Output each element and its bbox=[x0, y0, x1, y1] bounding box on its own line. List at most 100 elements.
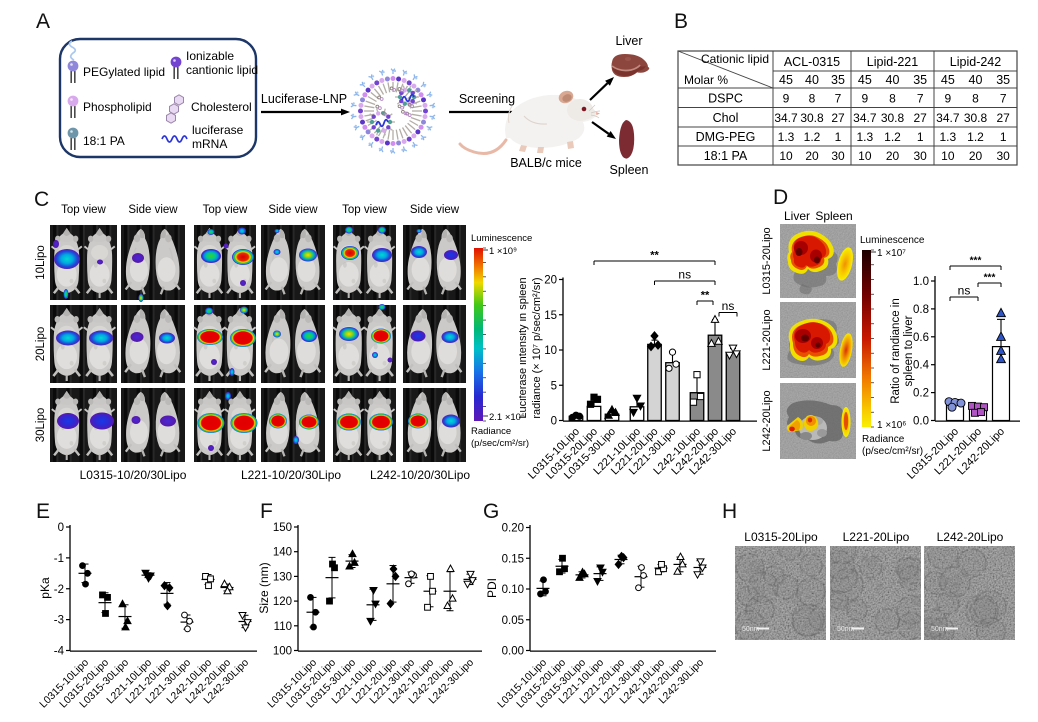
svg-text:35: 35 bbox=[831, 73, 845, 87]
svg-text:10: 10 bbox=[858, 149, 872, 163]
svg-text:L242-20Lipo: L242-20Lipo bbox=[937, 530, 1004, 544]
svg-text:***: *** bbox=[970, 256, 982, 267]
svg-text:ACL-0315: ACL-0315 bbox=[784, 55, 840, 69]
svg-text:Top view: Top view bbox=[61, 204, 106, 216]
svg-text:34.7: 34.7 bbox=[853, 111, 877, 125]
svg-text:27: 27 bbox=[831, 111, 845, 125]
svg-text:DMG-PEG: DMG-PEG bbox=[696, 130, 756, 144]
svg-text:0.15: 0.15 bbox=[502, 553, 524, 565]
svg-text:8: 8 bbox=[972, 91, 979, 105]
svg-text:(p/sec/cm²/sr): (p/sec/cm²/sr) bbox=[862, 446, 923, 457]
svg-text:luciferase: luciferase bbox=[192, 123, 244, 137]
svg-text:45: 45 bbox=[941, 73, 955, 87]
svg-text:**: ** bbox=[650, 250, 659, 262]
svg-text:Luciferase intensity in spleen: Luciferase intensity in spleen bbox=[519, 277, 529, 418]
svg-text:cantionic lipid: cantionic lipid bbox=[186, 63, 258, 77]
svg-text:8: 8 bbox=[889, 91, 896, 105]
svg-text:PDI: PDI bbox=[485, 578, 499, 598]
svg-text:30.8: 30.8 bbox=[800, 111, 824, 125]
svg-text:radiance (× 10⁷ p/sec/cm²/sr): radiance (× 10⁷ p/sec/cm²/sr) bbox=[531, 277, 543, 418]
svg-text:Molar %: Molar % bbox=[684, 73, 728, 87]
svg-text:L242-20Lipo: L242-20Lipo bbox=[761, 390, 773, 451]
svg-text:150: 150 bbox=[273, 522, 292, 534]
svg-text:40: 40 bbox=[969, 73, 983, 87]
svg-text:-3: -3 bbox=[54, 615, 64, 627]
svg-text:0.2: 0.2 bbox=[913, 388, 929, 400]
svg-text:-4: -4 bbox=[54, 646, 65, 658]
svg-text:L0315-10/20/30Lipo: L0315-10/20/30Lipo bbox=[80, 468, 187, 482]
svg-text:0.0: 0.0 bbox=[913, 416, 929, 428]
svg-text:20: 20 bbox=[544, 275, 557, 287]
svg-text:0.10: 0.10 bbox=[502, 584, 524, 596]
svg-text:PEGylated lipid: PEGylated lipid bbox=[83, 65, 165, 79]
svg-text:20Lipo: 20Lipo bbox=[35, 327, 47, 362]
svg-text:50nm: 50nm bbox=[931, 626, 949, 633]
svg-text:-2: -2 bbox=[54, 584, 64, 596]
svg-text:130: 130 bbox=[273, 571, 292, 583]
svg-text:Ratio of randiance in: Ratio of randiance in bbox=[890, 298, 902, 403]
svg-text:1 ×10⁶: 1 ×10⁶ bbox=[877, 420, 906, 431]
svg-text:50nm: 50nm bbox=[742, 626, 760, 633]
svg-text:10Lipo: 10Lipo bbox=[35, 245, 47, 280]
svg-text:Chol: Chol bbox=[713, 111, 739, 125]
svg-text:9: 9 bbox=[783, 91, 790, 105]
svg-text:10: 10 bbox=[779, 149, 793, 163]
svg-text:1.0: 1.0 bbox=[913, 276, 929, 288]
svg-text:mRNA: mRNA bbox=[192, 137, 227, 151]
svg-text:18:1 PA: 18:1 PA bbox=[83, 134, 125, 148]
svg-text:L221-20Lipo: L221-20Lipo bbox=[843, 530, 910, 544]
svg-text:spleen to liver: spleen to liver bbox=[903, 315, 915, 386]
svg-text:Luminescence: Luminescence bbox=[471, 233, 532, 244]
svg-text:40: 40 bbox=[886, 73, 900, 87]
svg-text:1.2: 1.2 bbox=[884, 130, 901, 144]
svg-text:30.8: 30.8 bbox=[881, 111, 905, 125]
svg-text:20: 20 bbox=[805, 149, 819, 163]
svg-text:50nm: 50nm bbox=[837, 626, 855, 633]
svg-text:9: 9 bbox=[944, 91, 951, 105]
svg-text:Lipid-242: Lipid-242 bbox=[950, 55, 1001, 69]
svg-text:L242-10/20/30Lipo: L242-10/20/30Lipo bbox=[370, 468, 470, 482]
svg-text:L0315-20Lipo: L0315-20Lipo bbox=[744, 530, 818, 544]
svg-text:30: 30 bbox=[913, 149, 927, 163]
svg-text:34.7: 34.7 bbox=[936, 111, 960, 125]
svg-text:1.3: 1.3 bbox=[856, 130, 873, 144]
svg-text:1: 1 bbox=[835, 130, 842, 144]
svg-text:10: 10 bbox=[544, 345, 557, 357]
svg-text:100: 100 bbox=[273, 646, 292, 658]
svg-text:1: 1 bbox=[1000, 130, 1007, 144]
svg-text:0: 0 bbox=[58, 522, 64, 534]
svg-text:pKa: pKa bbox=[38, 577, 52, 599]
svg-text:0: 0 bbox=[551, 416, 557, 428]
svg-text:L0315-20Lipo: L0315-20Lipo bbox=[761, 227, 773, 294]
svg-text:45: 45 bbox=[779, 73, 793, 87]
svg-text:1.3: 1.3 bbox=[778, 130, 795, 144]
svg-text:Liver: Liver bbox=[615, 34, 642, 48]
svg-text:Liver: Liver bbox=[784, 209, 810, 223]
svg-text:30: 30 bbox=[831, 149, 845, 163]
svg-text:Phospholipid: Phospholipid bbox=[83, 100, 152, 114]
svg-text:1 ×10⁹: 1 ×10⁹ bbox=[489, 246, 517, 257]
svg-text:Top view: Top view bbox=[342, 204, 387, 216]
svg-text:Luciferase-LNP: Luciferase-LNP bbox=[261, 92, 347, 106]
svg-text:L221-20Lipo: L221-20Lipo bbox=[761, 309, 773, 370]
svg-text:Size (nm): Size (nm) bbox=[257, 562, 271, 613]
svg-text:5: 5 bbox=[551, 380, 557, 392]
svg-text:7: 7 bbox=[1000, 91, 1007, 105]
svg-text:0.20: 0.20 bbox=[502, 523, 524, 535]
svg-text:9: 9 bbox=[861, 91, 868, 105]
svg-text:0.05: 0.05 bbox=[502, 615, 524, 627]
svg-text:34.7: 34.7 bbox=[774, 111, 798, 125]
svg-text:ns: ns bbox=[722, 299, 735, 313]
svg-text:Radiance: Radiance bbox=[471, 426, 511, 437]
svg-text:110: 110 bbox=[274, 621, 292, 633]
svg-text:Top view: Top view bbox=[203, 204, 248, 216]
svg-text:7: 7 bbox=[835, 91, 842, 105]
svg-text:8: 8 bbox=[809, 91, 816, 105]
svg-text:10: 10 bbox=[941, 149, 955, 163]
svg-text:35: 35 bbox=[996, 73, 1010, 87]
svg-text:Side view: Side view bbox=[268, 204, 318, 216]
svg-text:30: 30 bbox=[996, 149, 1010, 163]
svg-text:Screening: Screening bbox=[459, 92, 515, 106]
svg-text:Cholesterol: Cholesterol bbox=[191, 100, 252, 114]
svg-text:Spleen: Spleen bbox=[610, 163, 649, 177]
